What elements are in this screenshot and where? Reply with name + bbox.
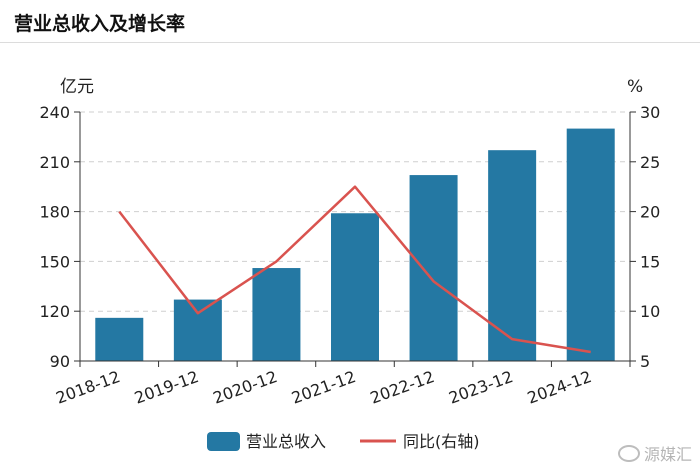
y-right-tick-label: 15 — [640, 252, 660, 271]
weibo-icon — [617, 445, 640, 462]
y-left-tick-label: 240 — [39, 103, 70, 122]
y-right-tick-label: 25 — [640, 153, 660, 172]
y-left-tick-label: 90 — [50, 352, 70, 371]
line-series — [118, 185, 591, 354]
x-tick-label: 2018-12 — [53, 367, 122, 408]
legend-line-label: 同比(右轴) — [403, 432, 480, 451]
legend: 营业总收入 同比(右轴) — [207, 432, 480, 451]
y-left-tick-label: 180 — [39, 203, 70, 222]
legend-bar-swatch — [207, 432, 240, 451]
chart-title: 营业总收入及增长率 — [14, 13, 186, 35]
x-tick-label: 2023-12 — [446, 367, 515, 408]
y-right-tick-label: 5 — [640, 352, 650, 371]
bar-2023-12 — [488, 150, 537, 361]
bar-series — [95, 128, 615, 361]
y-right-tick-label: 30 — [640, 103, 660, 122]
y-right-tick-label: 10 — [640, 302, 660, 321]
bar-2024-12 — [566, 128, 615, 361]
watermark-text: 源媒汇 — [643, 445, 692, 464]
x-tick-label: 2022-12 — [368, 367, 437, 408]
y-right-unit-label: % — [627, 77, 643, 97]
header-divider — [0, 42, 700, 43]
bar-2019-12 — [173, 299, 222, 361]
y-left-tick-label: 150 — [39, 252, 70, 271]
bar-2021-12 — [331, 213, 379, 361]
bar-2018-12 — [95, 317, 144, 361]
y-left-tick-label: 120 — [39, 302, 70, 321]
legend-bar-label: 营业总收入 — [246, 432, 326, 451]
x-tick-label: 2019-12 — [132, 367, 201, 408]
bar-2022-12 — [409, 175, 458, 361]
watermark: 源媒汇 — [617, 441, 692, 465]
y-right-tick-label: 20 — [640, 203, 660, 222]
x-tick-label: 2020-12 — [210, 367, 279, 408]
bar-2020-12 — [252, 268, 301, 361]
x-tick-label: 2024-12 — [525, 367, 594, 408]
y-left-unit-label: 亿元 — [60, 77, 94, 97]
y-left-tick-label: 210 — [39, 153, 70, 172]
x-tick-label: 2021-12 — [289, 367, 358, 408]
